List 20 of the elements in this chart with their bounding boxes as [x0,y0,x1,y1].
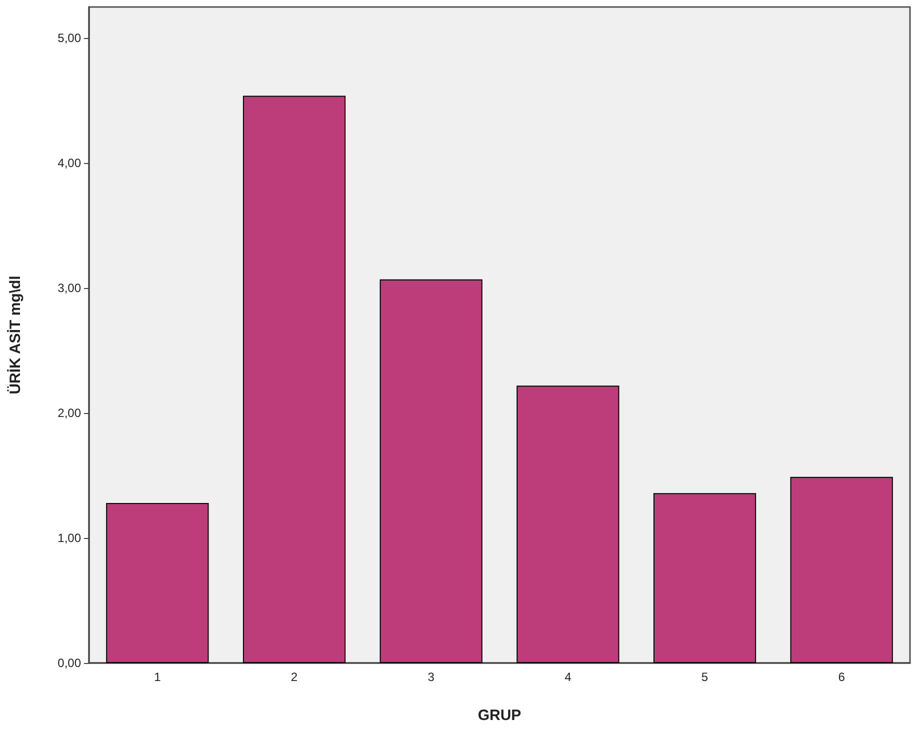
bar [106,503,209,663]
bar [242,96,346,663]
bar [380,279,482,663]
x-tick-label: 6 [838,670,846,684]
y-tick-label: 1,00 [58,531,82,546]
x-tick-label: 3 [428,670,435,684]
y-axis-title: ÜRİK ASİT mg\dl [7,276,24,394]
y-tick-label: 2,00 [58,406,82,420]
y-tick-label: 0,00 [58,656,82,670]
bar [790,476,893,663]
y-tick-label: 4,00 [58,156,82,170]
bar [653,493,756,663]
x-axis-title: GRUP [478,707,522,724]
x-tick-label: 5 [701,670,708,684]
x-tick-label: 4 [564,670,572,684]
x-tick-label: 2 [290,670,298,684]
bar [516,386,620,663]
x-tick-label: 1 [154,670,162,684]
y-tick-label: 3,00 [58,281,82,296]
y-tick-label: 5,00 [58,31,82,46]
